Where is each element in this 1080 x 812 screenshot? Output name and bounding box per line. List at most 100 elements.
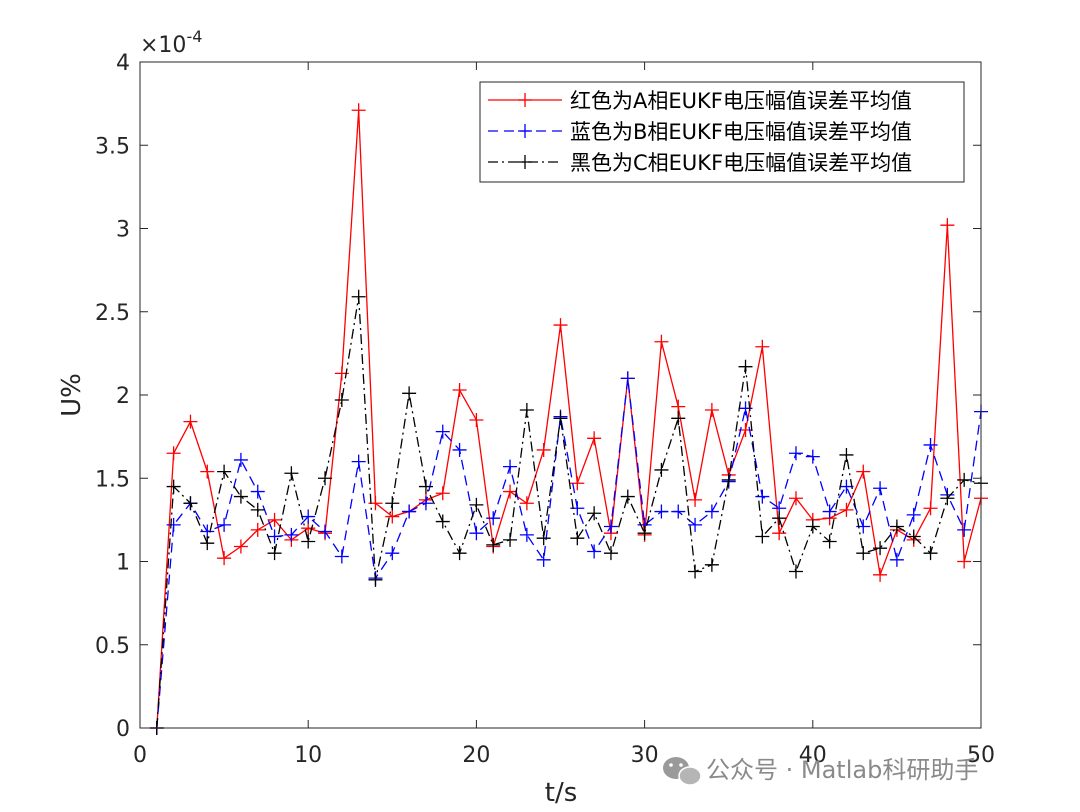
data-point — [923, 546, 938, 561]
data-point — [620, 489, 635, 504]
data-point — [839, 479, 854, 494]
legend-marker — [518, 124, 532, 138]
x-tick-label: 50 — [967, 743, 995, 768]
data-point — [217, 517, 232, 532]
data-point — [603, 546, 618, 561]
data-point — [805, 519, 820, 534]
data-point — [957, 472, 972, 487]
data-point — [889, 519, 904, 534]
data-point — [755, 339, 770, 354]
watermark: 公众号 · Matlab科研助手 — [663, 756, 978, 786]
y-tick-label: 2.5 — [95, 301, 130, 326]
data-point — [671, 411, 686, 426]
data-point — [435, 514, 450, 529]
data-point — [536, 442, 551, 457]
data-point — [536, 552, 551, 567]
data-point — [368, 572, 383, 587]
data-point — [688, 492, 703, 507]
x-tick-label: 20 — [462, 743, 490, 768]
data-point — [166, 479, 181, 494]
x-tick-label: 0 — [133, 743, 147, 768]
data-point — [233, 539, 248, 554]
data-point — [385, 546, 400, 561]
data-point — [940, 491, 955, 506]
data-point — [250, 522, 265, 537]
data-point — [351, 289, 366, 304]
x-tick-label: 10 — [294, 743, 322, 768]
data-point — [418, 479, 433, 494]
y-tick-label: 1 — [116, 551, 130, 576]
y-tick-label: 0 — [116, 717, 130, 742]
legend-label: 黑色为C相EUKF电压幅值误差平均值 — [570, 151, 912, 175]
data-point — [856, 464, 871, 479]
data-point — [183, 496, 198, 511]
data-point — [334, 392, 349, 407]
plot-box — [139, 61, 982, 729]
data-point — [923, 437, 938, 452]
data-point — [267, 512, 282, 527]
data-point — [923, 501, 938, 516]
data-point — [704, 402, 719, 417]
legend-marker — [518, 93, 532, 107]
data-point — [267, 546, 282, 561]
data-point — [671, 504, 686, 519]
data-point — [822, 504, 837, 519]
x-tick-label: 40 — [799, 743, 827, 768]
data-point — [200, 464, 215, 479]
data-point — [805, 449, 820, 464]
data-point — [519, 402, 534, 417]
y-tick-label: 0.5 — [95, 634, 130, 659]
legend-label: 蓝色为B相EUKF电压幅值误差平均值 — [570, 120, 912, 144]
data-point — [351, 103, 366, 118]
legend-entry: 黑色为C相EUKF电压幅值误差平均值 — [488, 151, 912, 175]
data-point — [469, 412, 484, 427]
data-point — [839, 502, 854, 517]
data-point — [940, 218, 955, 233]
y-tick-label: 3 — [116, 218, 130, 243]
data-point — [301, 509, 316, 524]
data-point — [637, 526, 652, 541]
data-point — [452, 442, 467, 457]
data-point — [889, 552, 904, 567]
data-point — [385, 509, 400, 524]
data-point — [250, 484, 265, 499]
data-point — [267, 529, 282, 544]
data-point — [873, 567, 888, 582]
data-point — [452, 383, 467, 398]
data-point — [452, 546, 467, 561]
legend-label: 红色为A相EUKF电压幅值误差平均值 — [570, 89, 912, 113]
series-line — [156, 110, 982, 729]
legend-entry: 蓝色为B相EUKF电压幅值误差平均值 — [488, 120, 912, 144]
x-tick-label: 30 — [631, 743, 659, 768]
legend-box — [479, 81, 965, 183]
data-point — [166, 446, 181, 461]
y-exponent-label: ×10-4 — [140, 27, 202, 58]
series-group — [149, 103, 988, 735]
data-point — [587, 506, 602, 521]
data-point — [418, 496, 433, 511]
data-point — [603, 519, 618, 534]
data-point — [284, 466, 299, 481]
data-point — [755, 529, 770, 544]
data-point — [200, 536, 215, 551]
data-point — [469, 526, 484, 541]
data-point — [788, 491, 803, 506]
data-point — [385, 496, 400, 511]
data-point — [654, 462, 669, 477]
data-point — [654, 334, 669, 349]
data-point — [217, 464, 232, 479]
data-point — [351, 454, 366, 469]
data-point — [402, 386, 417, 401]
data-point — [704, 557, 719, 572]
data-point — [486, 511, 501, 526]
data-point — [957, 554, 972, 569]
data-point — [183, 414, 198, 429]
data-point — [503, 459, 518, 474]
data-point — [738, 359, 753, 374]
data-point — [469, 497, 484, 512]
data-point — [856, 546, 871, 561]
data-point — [822, 534, 837, 549]
y-tick-label: 1.5 — [95, 467, 130, 492]
data-point — [519, 496, 534, 511]
